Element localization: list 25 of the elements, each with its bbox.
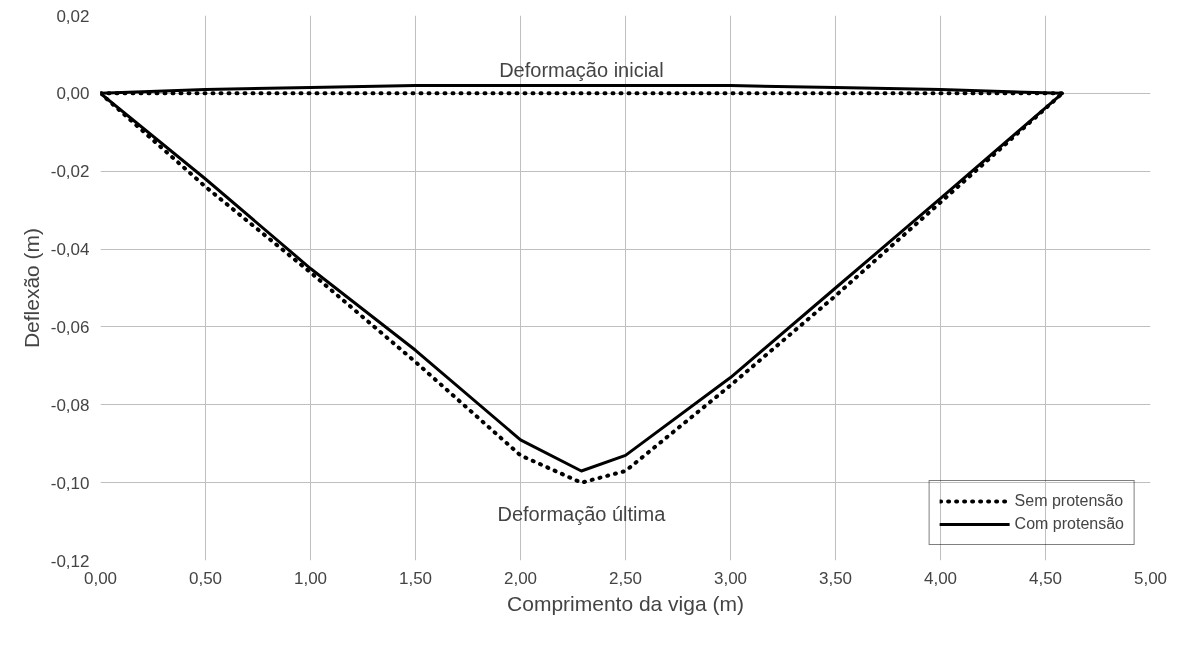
y-tick-label: -0,06 bbox=[50, 317, 90, 337]
legend-label: Sem protensão bbox=[1014, 492, 1124, 510]
x-axis-title: Comprimento da viga (m) bbox=[507, 591, 744, 615]
annotation: Deformação última bbox=[497, 503, 667, 526]
legend-label: Com protensão bbox=[1014, 515, 1124, 533]
y-tick-label: 0,02 bbox=[56, 6, 90, 26]
y-tick-label: -0,08 bbox=[50, 395, 90, 415]
y-tick-label: -0,12 bbox=[50, 551, 90, 571]
y-tick-label: -0,02 bbox=[50, 162, 90, 182]
annotation: Deformação inicial bbox=[499, 59, 664, 81]
y-axis-title: Deflexão (m) bbox=[19, 227, 43, 349]
y-tick-label: -0,04 bbox=[50, 240, 90, 260]
x-tick-label: 0,50 bbox=[188, 568, 223, 588]
x-tick-label: 2,00 bbox=[503, 568, 538, 588]
y-tick-label: 0,00 bbox=[56, 84, 90, 104]
x-tick-label: 3,50 bbox=[818, 568, 853, 588]
x-tick-label: 1,50 bbox=[398, 568, 433, 588]
y-tick-label: -0,10 bbox=[50, 473, 90, 493]
x-tick-label: 5,00 bbox=[1133, 568, 1168, 588]
x-tick-label: 4,00 bbox=[923, 568, 958, 588]
x-tick-label: 3,00 bbox=[713, 568, 748, 588]
x-tick-label: 4,50 bbox=[1028, 568, 1063, 588]
x-tick-label: 0,00 bbox=[83, 568, 118, 588]
x-tick-label: 1,00 bbox=[293, 568, 328, 588]
x-tick-label: 2,50 bbox=[608, 568, 643, 588]
